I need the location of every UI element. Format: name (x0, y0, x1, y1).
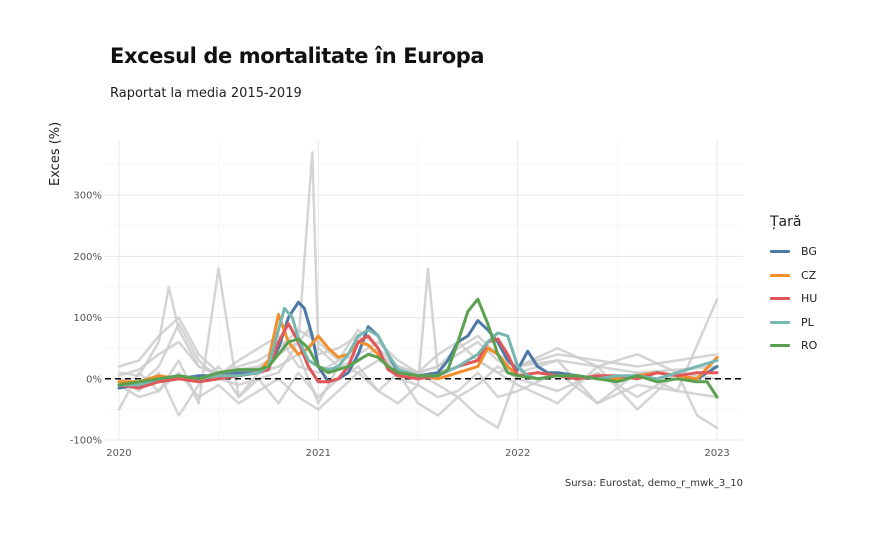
legend-items: BG CZ HU PL RO (770, 240, 817, 358)
legend-swatch (770, 273, 790, 277)
y-tick-label: 0% (86, 374, 102, 385)
series-line-ro (117, 297, 719, 399)
background-series-line (117, 328, 719, 377)
y-tick-label: 200% (73, 252, 102, 263)
x-tick-label: 2021 (306, 448, 331, 459)
y-tick-label: -100% (70, 436, 102, 447)
x-tick-label: 2023 (704, 448, 729, 459)
legend-label: HU (801, 292, 818, 306)
x-tick-label: 2020 (106, 448, 131, 459)
legend-swatch (770, 250, 790, 254)
legend-item-bg: BG (770, 240, 817, 264)
legend-label: BG (801, 245, 817, 259)
y-tick-label: 100% (73, 313, 102, 324)
chart-subtitle: Raportat la media 2015-2019 (110, 86, 302, 101)
legend-title: Țară (770, 214, 802, 230)
y-tick-label: 300% (73, 191, 102, 202)
highlighted-series-group (117, 297, 719, 399)
legend-item-ro: RO (770, 334, 817, 358)
background-series-line (117, 316, 719, 374)
source-caption: Sursa: Eurostat, demo_r_mwk_3_10 (564, 478, 743, 489)
legend-swatch (770, 297, 790, 301)
chart-title: Excesul de mortalitate în Europa (110, 44, 485, 68)
legend-swatch (770, 320, 790, 324)
legend-item-hu: HU (770, 287, 817, 311)
legend-swatch (770, 344, 790, 348)
legend-item-pl: PL (770, 311, 817, 335)
legend-item-cz: CZ (770, 264, 817, 288)
axis-ticks: -100% 0% 100% 200% 300% 2020 2021 2022 2023 (70, 191, 730, 459)
legend-label: CZ (801, 268, 817, 282)
legend: Țară BG CZ HU PL RO (770, 214, 817, 358)
legend-label: PL (801, 315, 814, 329)
legend-label: RO (801, 339, 818, 353)
x-tick-label: 2022 (505, 448, 530, 459)
background-series-line (117, 285, 719, 377)
